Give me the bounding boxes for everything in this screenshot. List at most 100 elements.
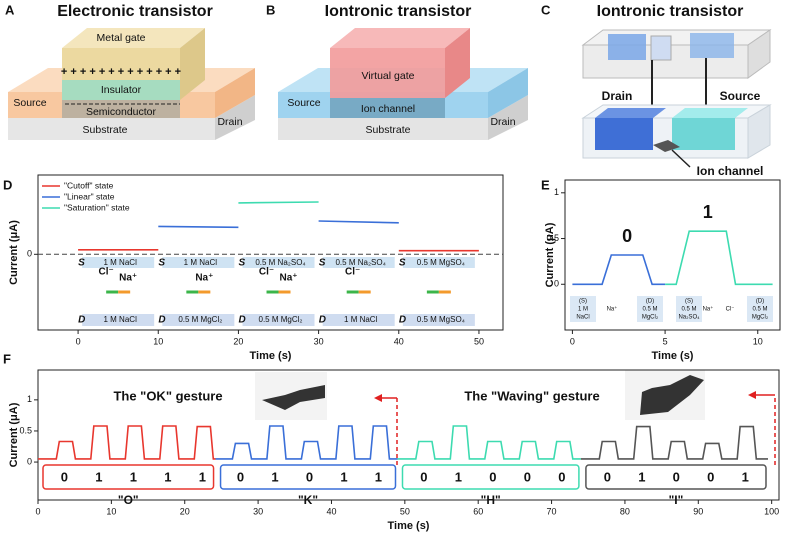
x-tick-label: 70 [547, 506, 557, 516]
annotation: Cl⁻ [726, 307, 735, 313]
annotation: (S) [685, 299, 693, 305]
x-tick-label: 80 [620, 506, 630, 516]
gesture-title: The "OK" gesture [113, 388, 222, 403]
compartment [690, 33, 734, 58]
bit: 1 [164, 469, 171, 484]
word: "O" [118, 493, 139, 507]
source-box [82, 257, 155, 268]
panel-title: Iontronic transistor [325, 3, 472, 20]
x-axis-label: Time (s) [652, 350, 694, 362]
drain-box [402, 314, 475, 326]
virtual-gate [330, 48, 445, 98]
x-tick-label: 30 [253, 506, 263, 516]
chip-side [747, 29, 771, 79]
series-line [572, 254, 666, 286]
series-line [215, 425, 398, 460]
legend-label: "Linear" state [64, 191, 115, 201]
annotation: (D) [756, 299, 764, 305]
panel-label: D [3, 177, 12, 192]
series-line [397, 425, 581, 460]
layer-label: Metal gate [96, 32, 145, 44]
drain-label: 0.5 M MgCl₂ [178, 315, 222, 324]
bit: 1 [340, 469, 347, 484]
annotation: Na⁺ [607, 306, 618, 313]
bit: 1 [638, 469, 645, 484]
pointer [671, 149, 691, 168]
panel-title: Iontronic transistor [597, 3, 744, 20]
annotation-box [570, 296, 596, 322]
panel-a: A Electronic transistor Metal gate + + +… [5, 2, 255, 140]
insulator [62, 80, 180, 100]
photos [255, 370, 776, 465]
annotation: MgCl₂ [752, 315, 769, 321]
y-axis-label: Current (μA) [544, 222, 556, 287]
series-line [665, 230, 773, 286]
legend-label: "Cutoff" state [64, 180, 114, 190]
layer-label: Semiconductor [86, 106, 157, 118]
drain-block [595, 118, 653, 150]
metal-gate-side [180, 28, 205, 100]
x-tick-label: 10 [153, 336, 163, 346]
bit-box [219, 464, 397, 490]
annotation: 0.5 M [681, 307, 696, 313]
x-tick-label: 60 [473, 506, 483, 516]
y-tick-label: 0.5 [19, 425, 32, 435]
layer-label: Substrate [83, 124, 128, 136]
bit: 0 [707, 469, 714, 484]
source-label: 1 M NaCl [184, 258, 218, 267]
annotation: Na₂SO₄ [678, 315, 700, 321]
drain-box [242, 314, 315, 326]
metal-gate-top [62, 28, 205, 48]
y-tick-label: 0.5 [546, 233, 559, 243]
bit: 0 [237, 469, 244, 484]
drain-label: 1 M NaCl [104, 315, 138, 324]
hand [262, 385, 325, 410]
source-mark: S [399, 258, 406, 269]
x-tick-label: 5 [663, 336, 668, 346]
bit: 1 [130, 469, 137, 484]
source-block [672, 118, 735, 150]
x-axis-label: Time (s) [250, 350, 292, 362]
charges: + + + + + + + + + + + + + [61, 66, 181, 78]
drain-mark: D [239, 315, 246, 326]
source-label: 1 M NaCl [104, 258, 138, 267]
gesture-title: The "Waving" gesture [464, 388, 599, 403]
series-line [580, 425, 768, 460]
annotation: 0.5 M [642, 307, 657, 313]
y-axis-label: Current (μA) [8, 402, 20, 467]
layer-label: Virtual gate [362, 70, 415, 82]
state-label: 0 [622, 226, 632, 246]
x-tick-label: 40 [394, 336, 404, 346]
x-tick-label: 50 [400, 506, 410, 516]
x-tick-label: 10 [106, 506, 116, 516]
y-tick-label: 0 [554, 279, 559, 289]
panel-label: C [541, 2, 551, 17]
annotation: Na⁺ [703, 306, 714, 313]
annotation: (D) [646, 299, 654, 305]
panel-label: F [3, 351, 11, 366]
bit: 0 [558, 469, 565, 484]
series-line [38, 425, 216, 460]
ion-channel [653, 140, 680, 152]
x-tick-label: 10 [753, 336, 763, 346]
bit-box [585, 464, 767, 490]
ion-label: Na⁺ [119, 273, 137, 284]
drain-box [82, 314, 155, 326]
bit: 1 [271, 469, 278, 484]
layer-label: Ion channel [361, 103, 415, 115]
source-label: 0.5 M MgSO₄ [417, 258, 465, 267]
drain-label: 0.5 M MgSO₄ [417, 315, 465, 324]
source-label: 0.5 M Na₂SO₄ [335, 258, 385, 267]
drain-box [162, 314, 235, 326]
annotation: NaCl [576, 315, 589, 321]
panel-label: A [5, 2, 15, 17]
panel-c: C Iontronic transistor Drain Source Ion … [541, 2, 772, 178]
virtual-gate-top [330, 28, 470, 48]
part-label: Ion channel [697, 164, 764, 178]
panel-label: E [541, 177, 550, 192]
bit: 1 [199, 469, 206, 484]
bit: 0 [489, 469, 496, 484]
slab-side [488, 68, 528, 118]
arrow-head [748, 391, 756, 399]
